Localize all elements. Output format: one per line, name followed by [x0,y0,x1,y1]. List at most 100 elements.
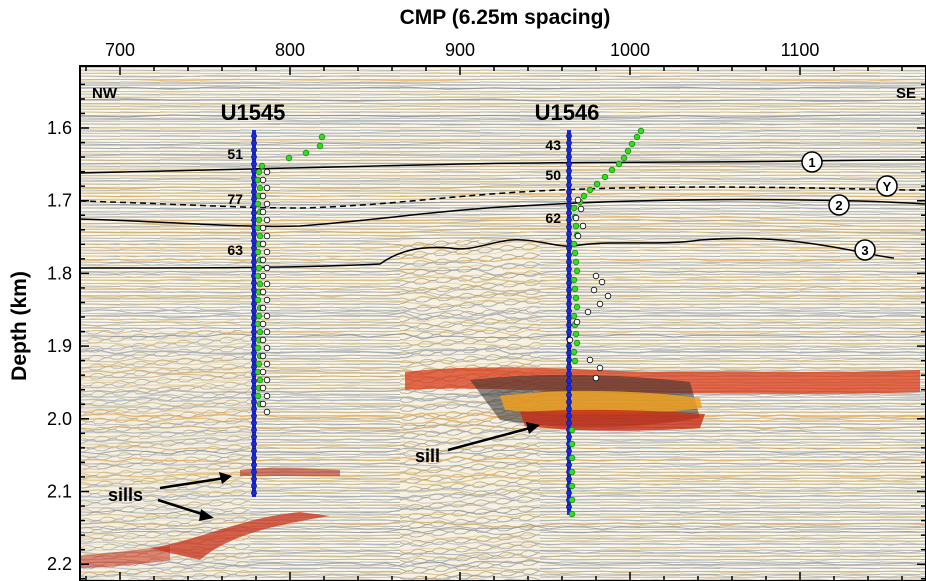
blue-core-point [566,231,572,237]
blue-core-point [251,420,257,426]
open-measurement-point [596,364,604,372]
green-measurement-point [256,184,264,192]
green-measurement-point [568,426,576,434]
green-measurement-point [624,147,632,155]
blue-core-point [251,476,257,482]
sill-annotation: sill [415,422,540,466]
reflector-trace [80,345,926,352]
horizon-2-line [79,198,926,228]
open-measurement-point [259,400,267,408]
horizon-1-marker: 1 [801,151,823,173]
open-measurement-point [259,336,267,344]
green-measurement-point [620,154,628,162]
blue-core-point [251,140,257,146]
horizon-2-label: 2 [835,198,842,213]
blue-core-point [251,490,257,496]
blue-core-point [251,196,257,202]
reflector-trace [80,114,926,118]
reflector-trace [80,126,926,130]
reflector-trace [80,544,926,552]
blue-core-point [566,140,572,146]
reflector-trace [80,118,926,122]
blue-core-point [251,336,257,342]
horizon-3-marker: 3 [854,239,876,261]
open-measurement-point [592,374,600,382]
blue-core-point [566,238,572,244]
green-measurement-point [255,168,263,176]
open-measurement-point [590,286,598,294]
reflector-trace [80,428,926,435]
blue-core-point [566,476,572,482]
blue-core-point [251,182,257,188]
sill-label: sill [415,446,440,466]
reflector-trace [80,309,926,316]
site-u1545-label: U1545 [221,100,286,125]
reflector-trace [80,356,926,364]
reflector-trace [80,246,926,257]
horizon-1-label: 1 [808,155,815,170]
green-measurement-point [568,482,576,490]
open-measurement-point [579,222,587,230]
open-measurement-point [263,168,271,176]
y-tick-label-5: 2.1 [47,482,72,502]
blue-core-point [251,427,257,433]
blue-core-point [566,378,572,384]
green-measurement-point [572,330,580,338]
y-tick-label-1: 1.7 [47,191,72,211]
reflector-trace [80,150,926,154]
y-axis: 1.6 1.7 1.8 1.9 2.0 2.1 2.2 [47,83,926,580]
reflector-trace [80,299,926,308]
green-measurement-point [254,200,262,208]
green-measurement-point [628,140,636,148]
horizon-y-line [79,186,926,209]
plot-frame [79,65,926,581]
blue-core-point [566,133,572,139]
blue-core-point [251,455,257,461]
open-measurement-point [263,296,271,304]
blue-core-point [251,245,257,251]
open-measurement-point [259,304,267,312]
blue-core-point [251,434,257,440]
reflector-trace [80,332,926,340]
open-measurement-point [259,224,267,232]
blue-core-point [566,392,572,398]
open-measurement-point [566,336,574,344]
green-measurement-point [637,127,645,135]
reflector-trace [80,74,926,78]
blue-core-point [251,329,257,335]
reflector-trace [80,540,926,548]
green-measurement-point [570,348,578,356]
blue-core-point [566,343,572,349]
green-measurement-point [568,496,576,504]
reflector-trace [80,146,926,150]
open-measurement-point [574,232,582,240]
green-measurement-point [254,296,262,304]
open-measurement-point [263,248,271,256]
reflector-trace [80,556,926,564]
reflector-trace [80,261,926,268]
open-measurement-point [259,384,267,392]
reflector-trace [80,560,926,568]
green-measurement-point [572,222,580,230]
blue-core-point [566,308,572,314]
blue-core-point [566,154,572,160]
reflector-trace [80,212,926,219]
blue-core-point [251,357,257,363]
horizon-1-line [79,159,926,174]
green-measurement-point [254,392,262,400]
y-tick-label-4: 2.0 [47,409,72,429]
reflector-trace [80,492,926,500]
green-measurement-point [633,133,641,141]
horizon-2-marker: 2 [828,194,850,216]
blue-core-point [566,182,572,188]
x-axis-title: CMP (6.25m spacing) [400,6,611,29]
blue-core-point [251,441,257,447]
blue-core-point [251,231,257,237]
horizon-labels: 1 Y 2 3 [801,151,898,261]
horizon-3-line [79,237,895,269]
open-measurement-point [259,176,267,184]
blue-core-point [566,399,572,405]
reflector-trace [80,248,926,261]
borehole-u1545: U1545 51 77 63 [221,100,326,497]
blue-core-point [251,364,257,370]
